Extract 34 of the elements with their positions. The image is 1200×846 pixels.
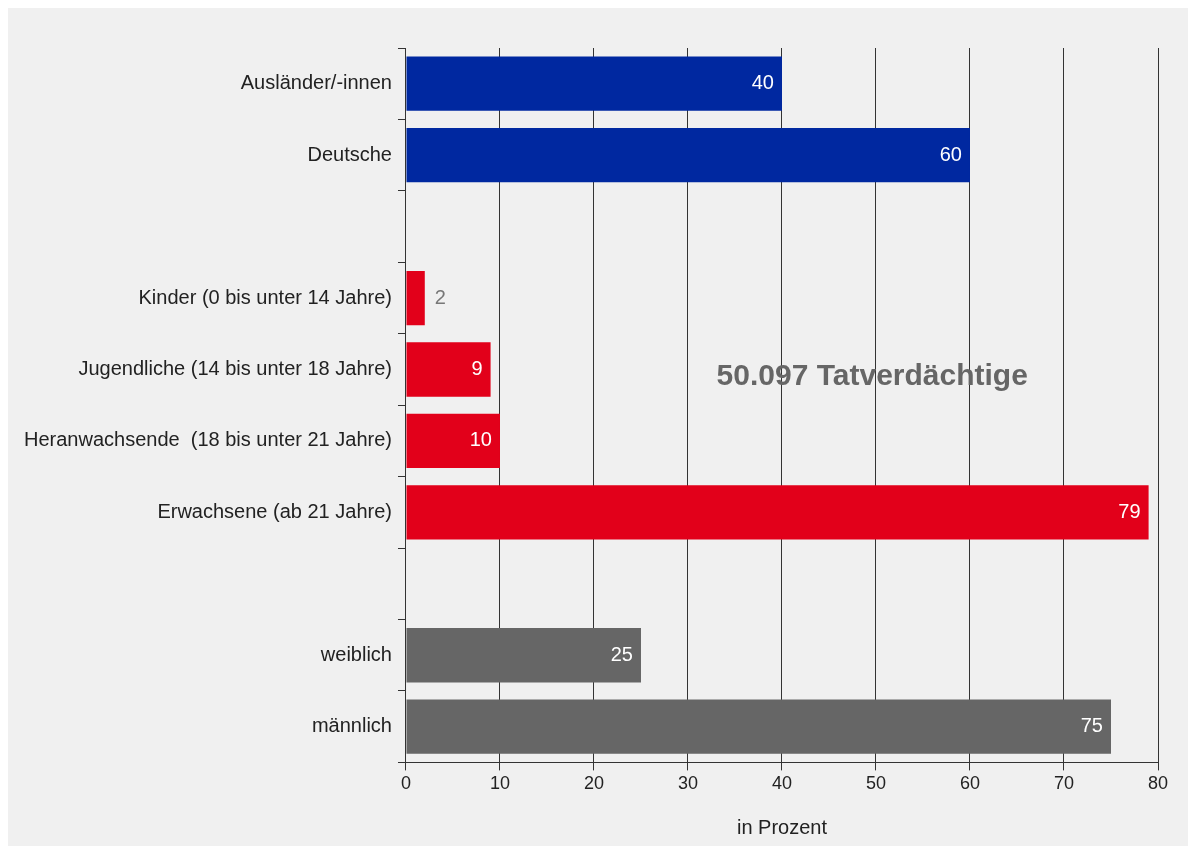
x-axis-title: in Prozent <box>736 815 828 838</box>
y-tick-label: Deutsche <box>307 142 392 165</box>
y-tick-label: Heranwachsende (18 bis unter 21 Jahre) <box>23 428 392 451</box>
bar <box>406 270 425 326</box>
x-tick-label: 50 <box>865 773 887 794</box>
x-tick-label: 30 <box>677 773 699 794</box>
bar <box>406 485 1149 540</box>
data-label: 25 <box>610 642 633 665</box>
bar <box>406 628 641 683</box>
x-tick-label: 20 <box>583 773 605 794</box>
bar <box>406 413 500 469</box>
x-tick-label: 80 <box>1147 773 1169 794</box>
bar <box>406 342 491 397</box>
y-tick-label: Jugendliche (14 bis unter 18 Jahre) <box>78 357 392 379</box>
data-label: 40 <box>751 71 774 94</box>
x-tick-label: 40 <box>771 773 793 794</box>
data-label: 10 <box>469 428 492 451</box>
data-label: 79 <box>1118 499 1141 522</box>
y-tick-label: weiblich <box>319 642 392 665</box>
y-tick-label: Erwachsene (ab 21 Jahre) <box>157 499 392 522</box>
y-tick-label: Kinder (0 bis unter 14 Jahre) <box>138 285 392 308</box>
x-tick-label: 10 <box>489 773 511 794</box>
data-label: 2 <box>434 285 446 308</box>
x-tick-label: 60 <box>959 773 981 794</box>
bar <box>406 128 970 183</box>
x-tick-label: 70 <box>1053 773 1075 794</box>
bar <box>406 699 1111 754</box>
y-tick-label: männlich <box>311 714 392 737</box>
bar <box>406 56 782 111</box>
data-label: 9 <box>471 357 483 379</box>
x-tick-label: 0 <box>400 773 411 794</box>
data-label: 60 <box>939 142 962 165</box>
data-label: 75 <box>1080 714 1103 737</box>
y-tick-label: Ausländer/-innen <box>240 71 392 94</box>
